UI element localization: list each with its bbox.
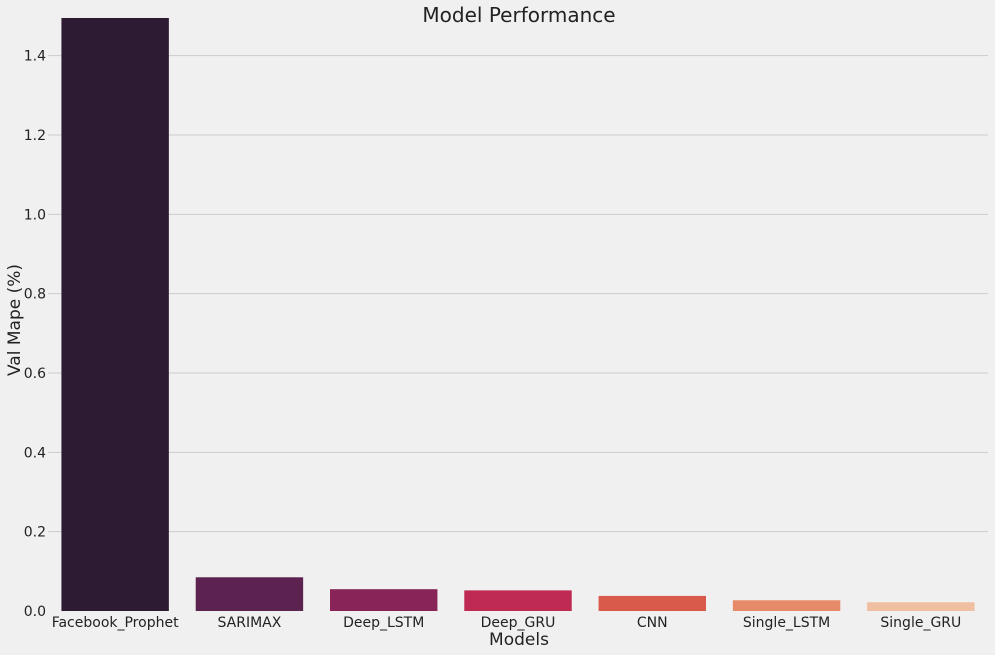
- x-tick-label: Facebook_Prophet: [52, 615, 179, 631]
- x-tick-label: Single_GRU: [880, 615, 961, 631]
- x-tick-label: Single_LSTM: [743, 615, 830, 631]
- x-tick-label: Deep_LSTM: [343, 615, 424, 631]
- x-axis-label: Models: [489, 630, 549, 650]
- x-tick-label: CNN: [637, 615, 668, 631]
- chart-title: Model Performance: [422, 3, 615, 27]
- y-tick-label: 1.4: [24, 49, 46, 65]
- bar-cnn: [598, 595, 706, 611]
- x-axis-ticks: Facebook_Prophet SARIMAX Deep_LSTM Deep_GRU…: [52, 615, 962, 631]
- y-tick-label: 1.2: [24, 128, 46, 144]
- bar-single-gru: [867, 602, 975, 611]
- y-tick-label: 0.4: [24, 445, 46, 461]
- bar-sarimax: [195, 577, 304, 611]
- bar-facebook-prophet: [61, 17, 169, 611]
- x-tick-label: SARIMAX: [218, 615, 282, 631]
- y-tick-label: 0.2: [24, 525, 46, 541]
- y-tick-label: 1.0: [24, 207, 46, 223]
- y-tick-label: 0.6: [24, 366, 46, 382]
- gridlines: [48, 55, 988, 533]
- bar-deep-lstm: [330, 589, 438, 611]
- y-tick-label: 0.0: [24, 604, 46, 620]
- bars: [61, 17, 975, 611]
- y-axis-ticks: 0.0 0.2 0.4 0.6 0.8 1.0 1.2 1.4: [24, 49, 46, 620]
- y-axis-label: Val Mape (%): [5, 264, 25, 376]
- bar-single-lstm: [732, 600, 841, 611]
- bar-deep-gru: [464, 590, 572, 611]
- x-tick-label: Deep_GRU: [481, 615, 556, 631]
- y-tick-label: 0.8: [24, 287, 46, 303]
